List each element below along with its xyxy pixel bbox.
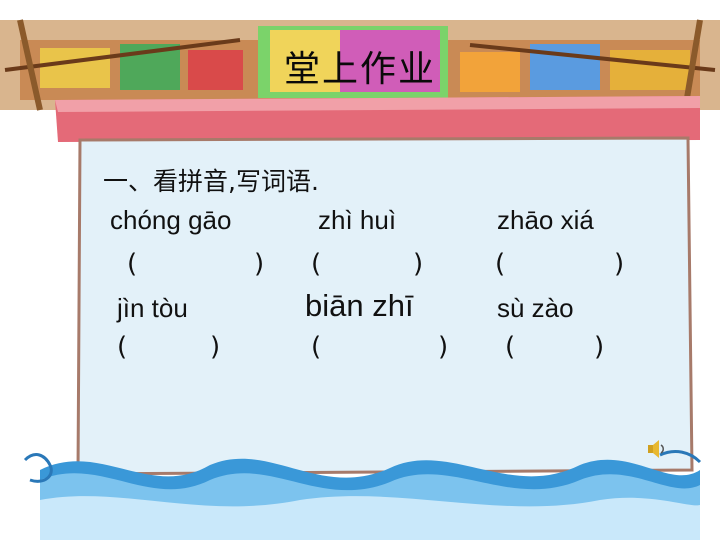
open-paren: ( (311, 332, 322, 362)
speaker-icon[interactable] (646, 438, 668, 460)
exercise-heading: 一、看拼音,写词语. (103, 167, 319, 196)
pinyin-word: zhì huì (318, 205, 397, 235)
pinyin-word: zhāo xiá (497, 205, 594, 235)
pinyin-word: sù zào (497, 293, 574, 323)
close-paren: ) (413, 249, 424, 279)
pinyin-word: biān zhī (305, 288, 414, 323)
page-title: 堂上作业 (283, 49, 436, 90)
water-wave-border (23, 450, 702, 540)
open-paren: ( (495, 249, 506, 279)
open-paren: ( (505, 332, 516, 362)
close-paren: ) (438, 332, 449, 362)
open-paren: ( (127, 249, 138, 279)
pinyin-word: jìn tòu (117, 293, 188, 323)
open-paren: ( (117, 332, 128, 362)
close-paren: ) (594, 332, 605, 362)
boat-illustration (0, 19, 720, 142)
open-paren: ( (311, 249, 322, 279)
close-paren: ) (614, 249, 625, 279)
close-paren: ) (210, 332, 221, 362)
content-card (76, 136, 694, 476)
close-paren: ) (254, 249, 265, 279)
pinyin-word: chóng gāo (110, 205, 232, 235)
